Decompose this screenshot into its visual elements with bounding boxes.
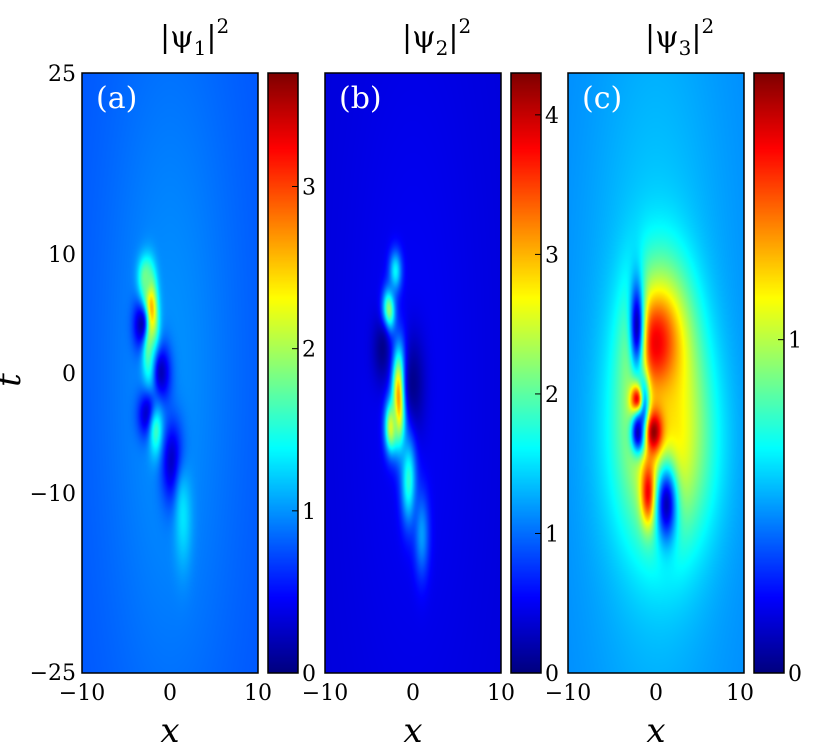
panel-b-colorbar	[511, 73, 541, 673]
panel-c-x-ticks: −10 0 10	[545, 681, 754, 706]
panel-c-cbar-tick-1: 1	[788, 329, 802, 354]
panel-c-label: (c)	[582, 81, 622, 116]
svg-text:|ψ3|2: |ψ3|2	[645, 14, 714, 60]
panel-a-title-sup: 2	[216, 14, 229, 38]
panel-a-xlabel: x	[160, 711, 179, 748]
panel-a-ytick-25: 25	[48, 62, 76, 87]
panel-c-xtick-10: 10	[726, 681, 754, 706]
panel-c-xlabel: x	[646, 711, 665, 748]
panel-a-ytick-0: 0	[62, 362, 76, 387]
panel-a-title-end: |	[206, 20, 216, 55]
svg-text:|ψ2|2: |ψ2|2	[402, 14, 471, 60]
panel-b-title-sup: 2	[458, 14, 471, 38]
panel-b-colorbar-canvas	[511, 73, 541, 673]
panel-a-xtick-0: 0	[163, 681, 177, 706]
panel-a-xtick-neg10: −10	[59, 681, 105, 706]
panel-b-cbar-tick-1: 1	[545, 522, 559, 547]
panel-a-ytick-neg10: −10	[30, 482, 76, 507]
panel-a-colorbar	[268, 73, 298, 673]
panel-a-ytick-neg25: −25	[30, 661, 76, 686]
panel-a-cbar-tick-1: 1	[302, 500, 316, 525]
panel-a-heatmap	[82, 73, 258, 673]
panel-a-colorbar-frame	[267, 72, 299, 674]
panel-a-title-sub: 1	[194, 36, 207, 60]
panel-b-label: (b)	[339, 81, 382, 116]
y-axis-label: t	[0, 373, 29, 387]
panel-c-heatmap	[568, 73, 744, 673]
panel-a-colorbar-canvas	[268, 73, 298, 673]
panel-c-frame	[567, 72, 745, 674]
panel-b-title-sub: 2	[436, 36, 449, 60]
panel-a-frame	[81, 72, 259, 674]
panel-b-heatmap	[325, 73, 501, 673]
panel-a-cbar-tick-3: 3	[302, 176, 316, 201]
panel-c-title-sub: 3	[679, 36, 692, 60]
svg-text:|ψ1|2: |ψ1|2	[160, 14, 229, 60]
panel-a-xtick-10: 10	[244, 681, 272, 706]
panel-b-cbar-tick-3: 3	[545, 243, 559, 268]
panel-b-colorbar-frame	[510, 72, 542, 674]
panel-c-colorbar	[754, 73, 784, 673]
panel-a-label: (a)	[96, 81, 137, 116]
panel-b-heatmap-canvas	[325, 73, 501, 673]
panel-c-heatmap-canvas	[568, 73, 744, 673]
panel-b-frame	[324, 72, 502, 674]
panel-b-xtick-10: 10	[487, 681, 515, 706]
panel-a-title-main: |ψ	[160, 20, 194, 55]
panel-c-title-end: |	[691, 20, 701, 55]
panel-b-title-end: |	[448, 20, 458, 55]
panel-c-cbar-tick-0: 0	[788, 662, 802, 687]
panel-c-title-main: |ψ	[645, 20, 679, 55]
panel-c-title-sup: 2	[701, 14, 714, 38]
panel-b-cbar-tick-0: 0	[545, 662, 559, 687]
panel-a-title: |ψ1|2	[160, 14, 229, 60]
panel-c-colorbar-frame	[753, 72, 785, 674]
panel-c-colorbar-ticks: 0 1	[778, 329, 802, 687]
panel-a-cbar-tick-2: 2	[302, 338, 316, 363]
panel-b: |ψ2|2 (b) 0 1 2 3 4 −10 0 10	[302, 14, 559, 748]
panel-a-x-ticks: −10 0 10	[59, 681, 272, 706]
panel-b-cbar-tick-2: 2	[545, 383, 559, 408]
panel-b-title: |ψ2|2	[402, 14, 471, 60]
panel-a: |ψ1|2 (a) 0 1 2 3 −10 0 10	[0, 14, 316, 748]
panel-c-title: |ψ3|2	[645, 14, 714, 60]
panel-b-xtick-neg10: −10	[302, 681, 348, 706]
panel-b-colorbar-ticks: 0 1 2 3 4	[535, 104, 559, 687]
panel-c: |ψ3|2 (c) 0 1 −10 0 10 x	[545, 14, 802, 748]
panel-b-cbar-tick-4: 4	[545, 104, 559, 129]
panel-b-xlabel: x	[403, 711, 422, 748]
panel-a-cbar-tick-0: 0	[302, 662, 316, 687]
panel-a-colorbar-ticks: 0 1 2 3	[292, 176, 316, 687]
panel-c-xtick-0: 0	[649, 681, 663, 706]
panel-c-xtick-neg10: −10	[545, 681, 591, 706]
panel-b-title-main: |ψ	[402, 20, 436, 55]
panel-b-x-ticks: −10 0 10	[302, 681, 515, 706]
panel-c-colorbar-canvas	[754, 73, 784, 673]
panel-b-xtick-0: 0	[406, 681, 420, 706]
panel-a-ytick-10: 10	[48, 243, 76, 268]
panel-a-heatmap-canvas	[82, 73, 258, 673]
panel-a-y-ticks: 25 10 0 −10 −25	[30, 62, 76, 686]
